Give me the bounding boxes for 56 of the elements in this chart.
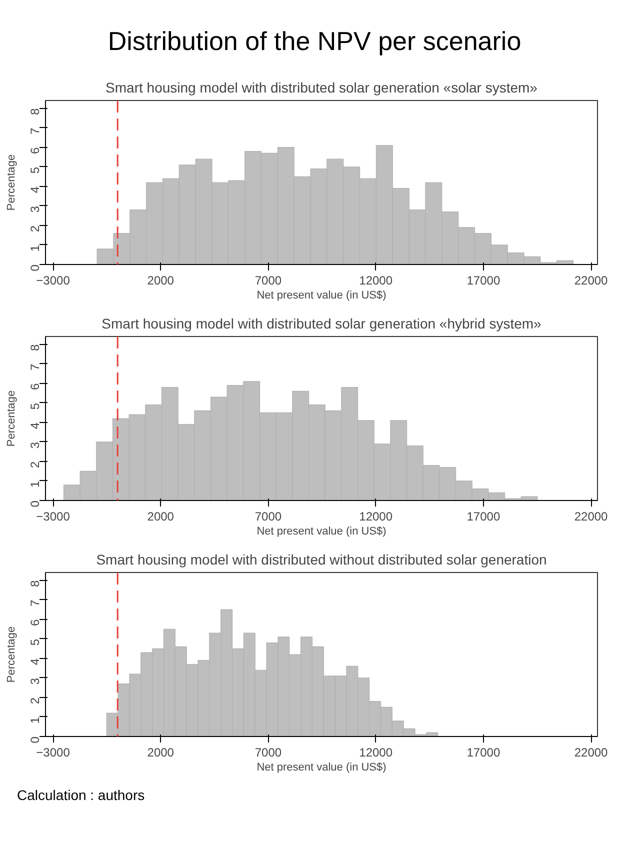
y-tick-label: 3 xyxy=(28,206,42,213)
y-tick-label: 4 xyxy=(28,658,42,666)
x-axis-title: Net present value (in US$) xyxy=(256,762,386,774)
y-tick-label: 6 xyxy=(28,619,42,626)
x-tick-label: 7000 xyxy=(254,510,282,524)
y-axis-title: Percentage xyxy=(6,390,18,447)
x-tick-label: 7000 xyxy=(254,274,282,288)
y-tick-label: 7 xyxy=(28,364,42,371)
y-tick-label: 1 xyxy=(28,716,42,724)
y-tick-label: 8 xyxy=(28,344,42,351)
y-tick-label: 3 xyxy=(28,442,42,449)
y-tick-label: 8 xyxy=(28,580,42,587)
y-tick-label: 4 xyxy=(28,186,42,194)
y-axis-title: Percentage xyxy=(6,626,18,683)
x-tick-label: 22000 xyxy=(574,274,608,288)
chart-title: Smart housing model with distributed without distributed solar generation xyxy=(96,552,547,568)
chart-title: Smart housing model with distributed solar generation «hybrid system» xyxy=(102,316,542,332)
y-tick-label: 5 xyxy=(28,402,42,410)
y-axis-title: Percentage xyxy=(6,154,18,211)
x-tick-label: 17000 xyxy=(466,510,500,524)
x-tick-label: 22000 xyxy=(574,510,608,524)
text: Calculation : authors xyxy=(17,786,145,805)
y-tick-label: 0 xyxy=(28,500,42,508)
x-tick-label: −3000 xyxy=(36,746,70,760)
y-tick-label: 1 xyxy=(28,480,42,488)
x-tick-label: 7000 xyxy=(254,746,282,760)
y-tick-label: 0 xyxy=(28,736,42,744)
y-tick-label: 5 xyxy=(28,166,42,174)
y-tick-label: 2 xyxy=(28,225,42,232)
y-tick-label: 0 xyxy=(28,264,42,272)
y-tick-label: 6 xyxy=(28,147,42,154)
x-tick-label: 17000 xyxy=(466,746,500,760)
y-tick-label: 2 xyxy=(28,697,42,704)
y-tick-label: 2 xyxy=(28,461,42,468)
x-tick-label: 17000 xyxy=(466,274,500,288)
x-tick-label: 2000 xyxy=(147,274,174,288)
x-tick-label: 2000 xyxy=(147,510,174,524)
chart-subtitle: Smart housing model with distributed solar generation «solar system» xyxy=(106,80,538,96)
y-tick-label: 8 xyxy=(28,108,42,115)
x-axis-title: Net present value (in US$) xyxy=(256,526,386,538)
y-tick-label: 7 xyxy=(28,128,42,135)
y-tick-label: 7 xyxy=(28,600,42,607)
chart-title: Distribution of the NPV per scenario xyxy=(108,25,522,58)
x-tick-label: 12000 xyxy=(359,510,393,524)
x-axis-title: Net present value (in US$) xyxy=(256,290,386,302)
x-tick-label: −3000 xyxy=(36,510,70,524)
y-tick-label: 1 xyxy=(28,244,42,252)
y-tick-label: 3 xyxy=(28,678,42,685)
x-tick-label: −3000 xyxy=(36,274,70,288)
x-tick-label: 22000 xyxy=(574,746,608,760)
x-tick-label: 12000 xyxy=(359,746,393,760)
y-tick-label: 6 xyxy=(28,383,42,390)
x-tick-label: 12000 xyxy=(359,274,393,288)
y-tick-label: 4 xyxy=(28,422,42,430)
y-tick-label: 5 xyxy=(28,638,42,646)
x-tick-label: 2000 xyxy=(147,746,174,760)
